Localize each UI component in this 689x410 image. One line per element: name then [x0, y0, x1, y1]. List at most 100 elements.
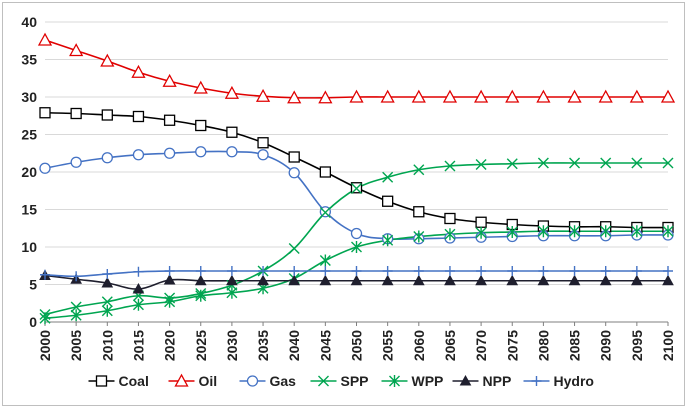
- x-tick-label-2075: 2075: [504, 330, 520, 361]
- x-tick-label-2045: 2045: [317, 330, 333, 361]
- point-spp-2060: [413, 164, 425, 176]
- point-gas-2015: [132, 149, 145, 161]
- point-oil-2035: [255, 88, 271, 102]
- legend-label-coal: Coal: [119, 373, 149, 389]
- point-wpp-2010: [101, 304, 113, 317]
- point-oil-2030: [224, 85, 239, 99]
- point-coal-2030: [226, 126, 238, 138]
- axes: [44, 321, 669, 326]
- point-oil-2090: [598, 89, 613, 103]
- y-tick-label-35: 35: [21, 52, 37, 68]
- point-spp-2080: [537, 157, 549, 169]
- x-tick-label-2005: 2005: [68, 330, 84, 361]
- point-wpp-2015: [132, 298, 144, 311]
- point-wpp-2060: [413, 230, 425, 243]
- point-npp-2055: [381, 274, 394, 286]
- point-npp-2080: [537, 274, 550, 286]
- point-wpp-2030: [226, 286, 238, 299]
- point-wpp-2100: [662, 225, 674, 238]
- x-tick-label-2040: 2040: [286, 330, 302, 361]
- point-wpp-2045: [319, 254, 331, 267]
- legend-item-coal: Coal: [88, 373, 149, 389]
- legend-marker-gas: [246, 375, 259, 387]
- point-wpp-2005: [70, 309, 82, 322]
- point-hydro-2005: [71, 271, 82, 282]
- legend: Coal Oil Gas SPP WPP NPP Hydro: [88, 373, 594, 389]
- point-coal-2040: [288, 151, 300, 163]
- point-wpp-2050: [351, 241, 362, 253]
- x-tick-label-2050: 2050: [349, 330, 365, 361]
- point-oil-2080: [536, 89, 551, 103]
- point-coal-2005: [70, 107, 82, 120]
- chart-frame: [2, 2, 685, 406]
- point-coal-2060: [413, 206, 425, 218]
- point-npp-2060: [412, 274, 425, 286]
- x-tick-labels: 2000 2005 2010 2015 2020 2025 2030 2035 2040 2045…: [37, 330, 676, 361]
- y-tick-label-20: 20: [21, 164, 37, 180]
- x-tick-label-2060: 2060: [411, 330, 427, 361]
- point-coal-2035: [257, 137, 269, 149]
- point-npp-2065: [444, 274, 456, 286]
- point-hydro-2025: [195, 266, 206, 276]
- point-oil-2000: [37, 32, 53, 46]
- point-npp-2045: [319, 274, 332, 286]
- point-hydro-2095: [631, 266, 642, 276]
- point-spp-2090: [600, 157, 612, 169]
- point-gas-2035: [257, 149, 269, 161]
- point-hydro-2050: [351, 266, 362, 276]
- x-tick-label-2000: 2000: [37, 330, 53, 361]
- series-markers: [37, 32, 676, 325]
- point-oil-2025: [193, 80, 208, 94]
- point-oil-2070: [474, 89, 489, 103]
- y-tick-label-10: 10: [21, 239, 37, 255]
- point-gas-2050: [350, 227, 363, 240]
- y-tick-label-0: 0: [29, 314, 37, 330]
- y-tick-label-25: 25: [21, 127, 37, 143]
- point-oil-2040: [287, 90, 302, 104]
- legend-item-gas: Gas: [239, 373, 296, 389]
- point-npp-2070: [475, 274, 487, 286]
- legend-label-hydro: Hydro: [554, 373, 594, 389]
- point-oil-2020: [162, 73, 177, 87]
- legend-marker-hydro: [531, 376, 542, 386]
- point-spp-2040: [288, 243, 300, 254]
- x-tick-label-2070: 2070: [473, 330, 489, 361]
- point-spp-2010: [101, 296, 113, 308]
- legend-label-oil: Oil: [199, 373, 218, 389]
- point-oil-2005: [69, 43, 84, 57]
- point-spp-2065: [444, 160, 456, 172]
- point-oil-2050: [349, 89, 364, 103]
- x-tick-label-2015: 2015: [130, 330, 146, 361]
- legend-label-wpp: WPP: [412, 373, 444, 389]
- point-wpp-2085: [569, 225, 581, 238]
- point-spp-2005: [70, 301, 82, 313]
- point-coal-2025: [195, 119, 207, 132]
- point-hydro-2015: [133, 266, 144, 277]
- point-hydro-2020: [164, 266, 175, 276]
- point-npp-2050: [350, 274, 363, 286]
- x-tick-label-2100: 2100: [660, 330, 676, 361]
- x-tick-label-2065: 2065: [442, 330, 458, 361]
- legend-label-spp: SPP: [341, 373, 369, 389]
- x-tick-label-2030: 2030: [224, 330, 240, 361]
- point-npp-2015: [132, 282, 145, 294]
- point-gas-2000: [39, 162, 51, 174]
- x-tick-label-2025: 2025: [193, 330, 209, 361]
- point-oil-2060: [411, 89, 426, 103]
- point-coal-2070: [475, 216, 487, 228]
- point-wpp-2075: [506, 226, 518, 238]
- x-tick-label-2055: 2055: [380, 330, 396, 361]
- point-coal-2010: [101, 109, 113, 121]
- point-gas-2040: [288, 167, 300, 179]
- point-npp-2085: [568, 274, 581, 286]
- point-npp-2075: [506, 274, 519, 286]
- point-gas-2030: [226, 146, 238, 158]
- point-hydro-2100: [663, 266, 673, 276]
- point-npp-2035: [257, 274, 269, 286]
- x-tick-label-2090: 2090: [598, 330, 614, 361]
- point-npp-2090: [599, 274, 612, 286]
- x-tick-label-2035: 2035: [255, 330, 271, 361]
- point-coal-2020: [163, 114, 176, 126]
- x-tick-label-2080: 2080: [535, 330, 551, 361]
